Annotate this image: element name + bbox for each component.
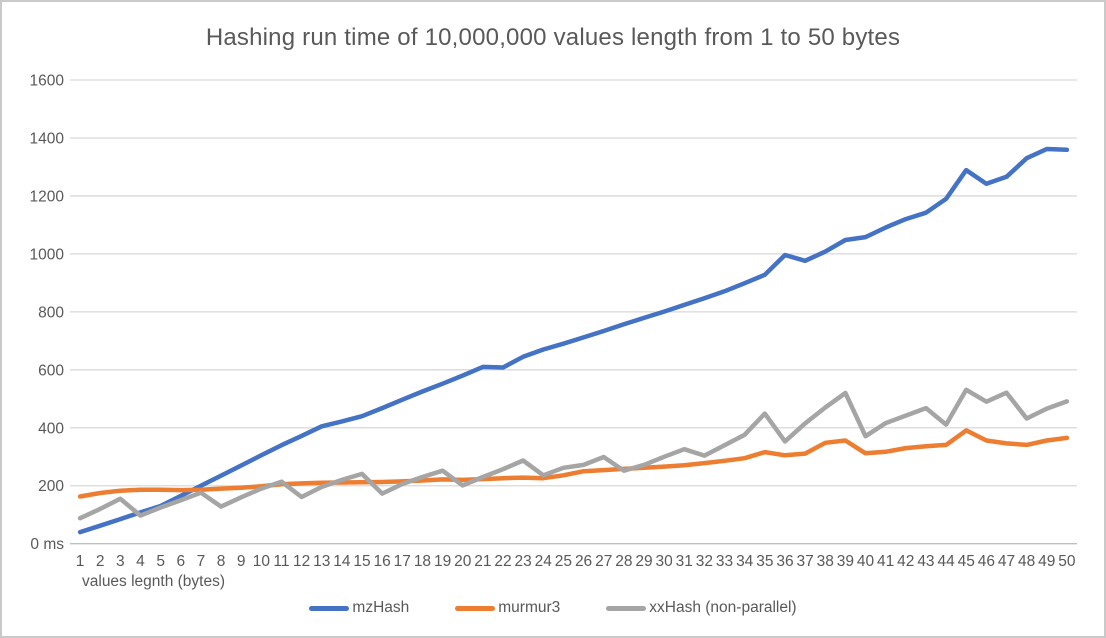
x-tick-label: 44 xyxy=(937,553,955,570)
legend-line-swatch-icon xyxy=(309,605,350,611)
x-tick-label: 31 xyxy=(676,553,693,570)
x-tick-label: 28 xyxy=(615,553,632,570)
x-tick-label: 38 xyxy=(817,553,834,570)
x-tick-label: 4 xyxy=(136,553,145,570)
x-tick-label: 50 xyxy=(1058,553,1076,570)
legend-label: xxHash (non-parallel) xyxy=(649,599,797,616)
x-tick-label: 18 xyxy=(414,553,431,570)
x-tick-label: 8 xyxy=(217,553,226,570)
legend-item: mzHash xyxy=(309,599,409,617)
y-tick-label: 1200 xyxy=(30,188,65,205)
x-tick-label: 1 xyxy=(76,553,85,570)
x-tick-label: 39 xyxy=(837,553,854,570)
x-tick-label: 23 xyxy=(515,553,532,570)
x-tick-label: 22 xyxy=(494,553,511,570)
y-tick-label: 1400 xyxy=(30,130,65,147)
series-line-xxhash-non-parallel- xyxy=(77,387,1070,521)
x-tick-label: 47 xyxy=(998,553,1015,570)
y-tick-label: 1000 xyxy=(30,246,65,263)
legend-label: murmur3 xyxy=(498,599,561,616)
x-tick-label: 6 xyxy=(176,553,185,570)
legend-label: mzHash xyxy=(352,599,410,616)
legend-line-swatch-icon xyxy=(606,605,647,611)
x-tick-label: 25 xyxy=(555,553,572,570)
x-tick-label: 11 xyxy=(273,553,289,570)
x-tick-label: 45 xyxy=(958,553,975,570)
chart-title: Hashing run time of 10,000,000 values le… xyxy=(205,24,901,51)
series-line-mzhash xyxy=(77,146,1070,535)
y-tick-label: 600 xyxy=(38,362,64,379)
x-tick-label: 41 xyxy=(877,553,894,570)
x-tick-label: 3 xyxy=(116,553,125,570)
x-tick-label: 33 xyxy=(716,553,733,570)
y-tick-label: 400 xyxy=(38,420,64,437)
x-tick-label: 16 xyxy=(374,553,391,570)
x-tick-label: 42 xyxy=(897,553,914,570)
y-tick-label: 800 xyxy=(38,304,64,321)
x-tick-label: 15 xyxy=(353,553,370,570)
x-tick-label: 34 xyxy=(736,553,754,570)
x-tick-label: 17 xyxy=(394,553,411,570)
x-tick-label: 35 xyxy=(756,553,773,570)
x-tick-label: 40 xyxy=(857,553,875,570)
x-tick-label: 7 xyxy=(197,553,206,570)
x-tick-label: 12 xyxy=(293,553,310,570)
y-tick-label: 200 xyxy=(38,478,64,495)
x-tick-label: 36 xyxy=(776,553,793,570)
x-tick-label: 19 xyxy=(434,553,451,570)
x-tick-label: 46 xyxy=(978,553,995,570)
x-tick-label: 49 xyxy=(1038,553,1055,570)
x-tick-label: 27 xyxy=(595,553,612,570)
x-axis-title: values legnth (bytes) xyxy=(82,573,226,590)
x-tick-label: 24 xyxy=(535,553,553,570)
y-tick-label: 1600 xyxy=(30,73,65,90)
x-tick-label: 30 xyxy=(656,553,674,570)
legend-item: xxHash (non-parallel) xyxy=(606,599,797,617)
x-tick-label: 43 xyxy=(917,553,934,570)
legend: mzHash murmur3 xxHash (non-parallel) xyxy=(2,599,1104,617)
x-tick-label: 20 xyxy=(454,553,472,570)
x-tick-label: 2 xyxy=(96,553,105,570)
legend-line-swatch-icon xyxy=(455,605,496,611)
legend-item: murmur3 xyxy=(455,599,560,617)
x-tick-label: 29 xyxy=(635,553,652,570)
x-tick-label: 37 xyxy=(796,553,813,570)
x-tick-label: 48 xyxy=(1018,553,1035,570)
x-tick-label: 21 xyxy=(474,553,491,570)
x-tick-label: 13 xyxy=(313,553,330,570)
x-tick-label: 9 xyxy=(237,553,246,570)
series-line-murmur3 xyxy=(77,428,1070,499)
x-tick-label: 32 xyxy=(696,553,713,570)
x-tick-label: 26 xyxy=(575,553,592,570)
y-tick-label: 0 ms xyxy=(30,536,64,553)
x-tick-label: 14 xyxy=(333,553,351,570)
x-tick-label: 5 xyxy=(156,553,165,570)
x-tick-label: 10 xyxy=(253,553,271,570)
